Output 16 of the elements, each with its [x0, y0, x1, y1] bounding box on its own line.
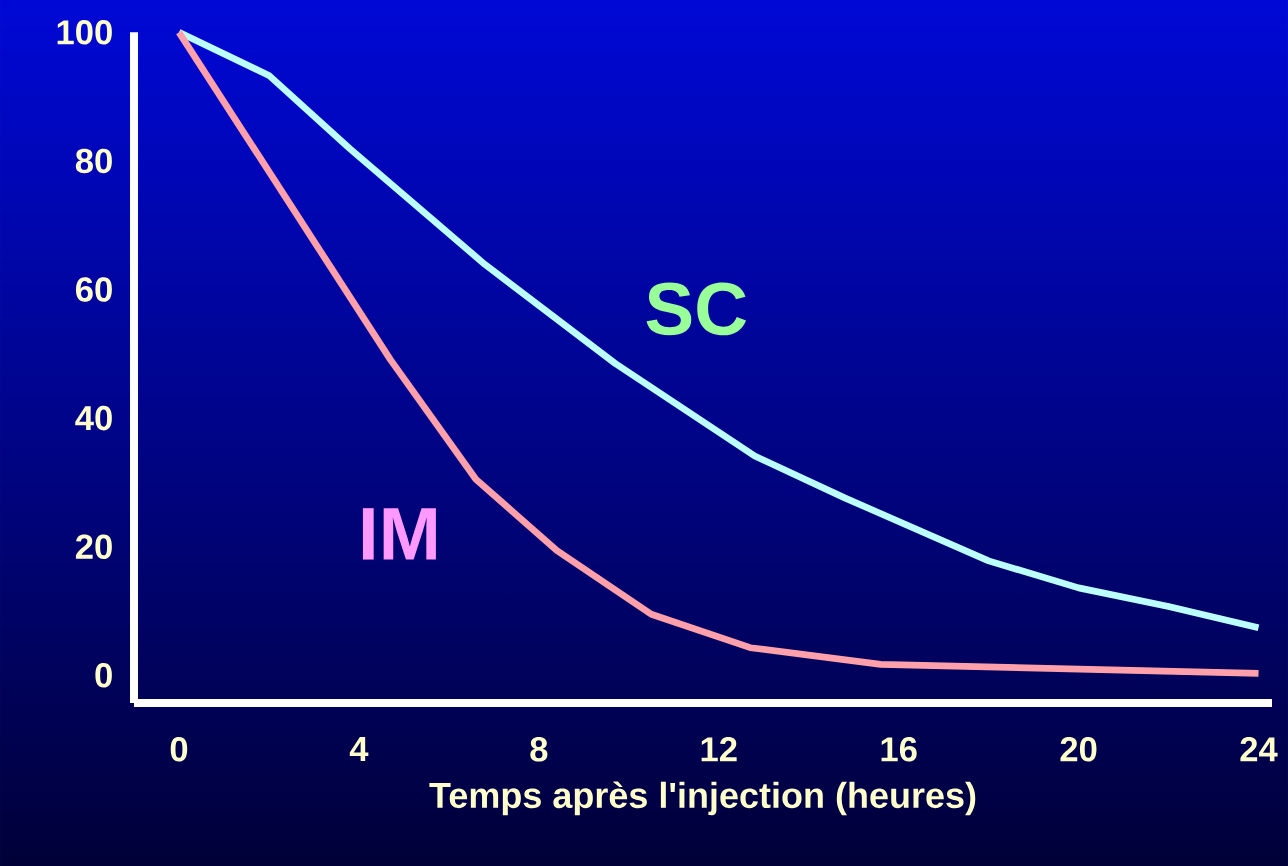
x-tick-label: 4 [349, 737, 369, 761]
y-tick-label: 60 [76, 277, 112, 302]
x-tick-label: 24 [1240, 737, 1278, 762]
y-tick-label: 80 [75, 148, 112, 174]
x-axis-title: Temps après l'injection (heures) [429, 781, 976, 816]
x-tick-label: 16 [881, 737, 917, 762]
x-tick-label: 0 [170, 737, 188, 762]
y-tick-label: 20 [75, 534, 112, 559]
x-tick-label: 20 [1060, 737, 1097, 762]
series-label: IM [362, 508, 436, 560]
y-tick-label: 100 [57, 20, 112, 45]
x-tick-label: 12 [701, 737, 737, 762]
y-tick-label: 40 [75, 405, 112, 431]
y-tick-label: 0 [95, 663, 112, 688]
series-label: SC [646, 282, 747, 336]
x-tick-label: 8 [530, 737, 548, 762]
